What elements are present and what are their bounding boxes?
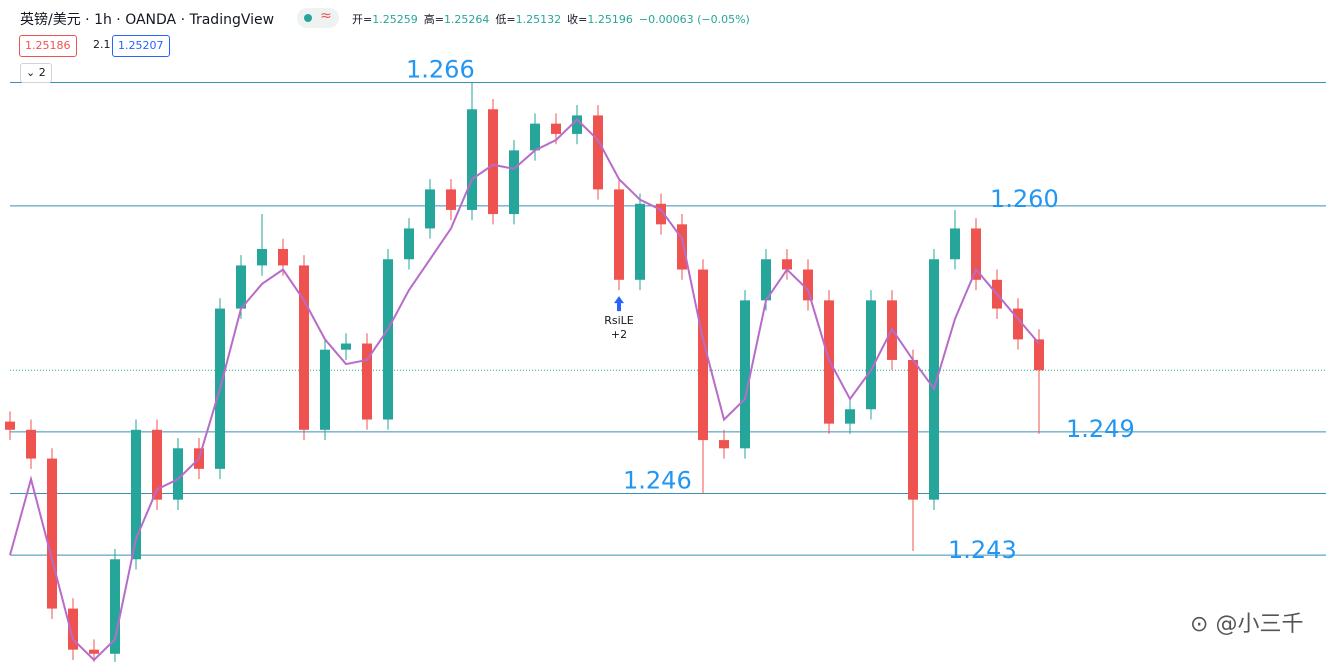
candle-body [635,203,645,280]
candle-body [425,189,435,229]
candle-body [572,115,582,134]
annotation-text: RsiLE [604,314,634,327]
candle-body [299,265,309,430]
candle-body [509,150,519,215]
ohlc-value: 1.25264 [443,13,490,26]
bid-tag[interactable]: 1.25186 [19,35,77,57]
level-label: 1.260 [990,185,1059,213]
ohlc-change: −0.00063 (−0.05%) [638,13,750,26]
status-icons[interactable]: ≈ [297,8,339,28]
ohlc-key: 开= [352,13,373,26]
ohlc-value: 1.25259 [372,13,418,26]
collapse-count: 2 [38,66,46,79]
ohlc-value: 1.25132 [515,13,562,26]
candle-body [47,458,57,609]
candle-body [26,429,36,459]
candle-body [404,228,414,260]
level-label: 1.266 [406,56,475,84]
candle-body [68,608,78,650]
candle-body [278,248,288,266]
candle-body [131,429,141,560]
ohlc-key: 高= [423,13,444,26]
ohlc-key: 低= [495,13,516,26]
candle-body [677,224,687,270]
level-label: 1.243 [948,536,1017,564]
candle-body [1034,339,1044,371]
candle-body [362,343,372,420]
candle-body [236,265,246,309]
candle-body [89,649,99,654]
candle-body [1013,308,1023,340]
candle-body [257,248,267,266]
candle-body [656,203,666,225]
candle-body [950,228,960,260]
candle-body [614,189,624,280]
candle-body [761,259,771,301]
candle-body [929,259,939,500]
level-label: 1.249 [1066,415,1135,443]
candle-body [782,259,792,270]
candle-body [593,115,603,190]
signal-arrow [614,296,624,312]
candle-body [719,440,729,449]
delay-icon: ≈ [320,8,332,24]
candle-body [5,421,15,430]
candle-body [845,409,855,424]
candle-body [446,189,456,210]
candle-body [803,269,813,301]
moving-average [9,118,1040,662]
ask-tag[interactable]: 1.25207 [112,35,170,57]
candle-body [530,123,540,151]
ohlc-legend: 开=1.25259 高=1.25264 低=1.25132 收=1.25196 −0.0… [352,11,750,27]
watermark: ⊙ @小三千 [1190,612,1304,637]
candle-body [488,109,498,215]
candle-body [971,228,981,280]
candle-body [383,259,393,420]
candle-body [740,300,750,449]
candle-body [467,109,477,210]
candle-body [551,123,561,134]
candle-body [866,300,876,410]
spread: 2.1 [88,35,116,55]
watermark-text: @小三千 [1215,612,1304,637]
level-label: 1.246 [623,467,692,495]
candle-body [110,559,120,654]
annotation-count: +2 [611,328,627,341]
candle-body [341,343,351,350]
candle-body [320,349,330,430]
symbol: 英镑/美元 · 1h · OANDA · TradingView [20,12,275,28]
ohlc-key: 收= [567,13,588,26]
market-open-dot [304,14,312,22]
candle-body [152,429,162,500]
candle-body [908,359,918,500]
candle-body [173,448,183,500]
collapse-button[interactable]: ⌄ 2 [20,63,52,83]
candle-body [698,269,708,441]
ohlc-value: 1.25196 [587,13,633,26]
